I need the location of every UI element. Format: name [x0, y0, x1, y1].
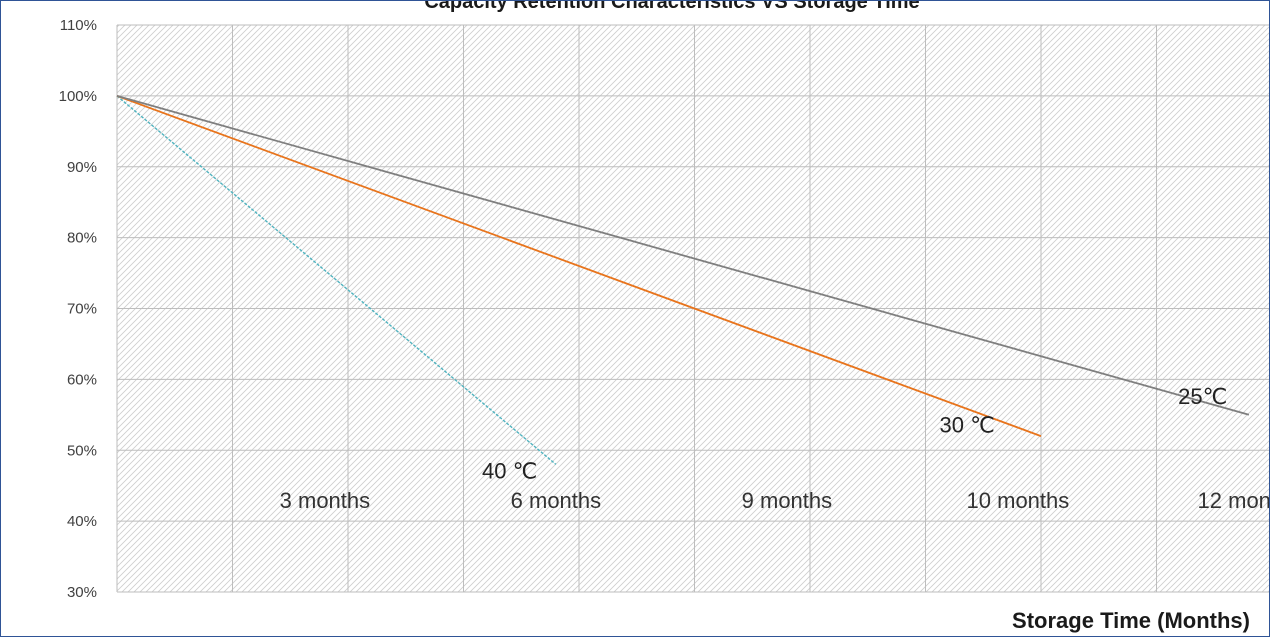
y-tick-label: 90%	[67, 159, 97, 176]
series-label: 40 ℃	[482, 459, 537, 484]
series-label: 25℃	[1178, 384, 1227, 409]
x-axis-label: Storage Time (Months)	[1012, 608, 1250, 633]
y-tick-label: 110%	[60, 17, 97, 34]
series-label: 30 ℃	[940, 413, 995, 438]
x-category-label: 6 months	[511, 488, 602, 513]
series-line	[116, 95, 557, 465]
x-category-label: 9 months	[742, 488, 833, 513]
y-tick-label: 30%	[67, 584, 97, 601]
y-tick-label: 70%	[67, 301, 97, 318]
x-category-labels: 3 months 6 months 9 months 10 months 12 mont…	[280, 488, 1270, 513]
series-labels: 40 ℃ 30 ℃ 25℃	[482, 384, 1227, 483]
series-lines	[116, 95, 1250, 465]
x-category-label: 10 months	[967, 488, 1070, 513]
series-line	[116, 95, 1042, 437]
y-axis-ticks: 30% 40% 50% 60% 70% 80% 90% 100% 110%	[59, 17, 97, 601]
x-category-label: 12 months	[1198, 488, 1270, 513]
y-tick-label: 40%	[67, 513, 97, 530]
y-tick-label: 50%	[67, 442, 97, 459]
y-tick-label: 100%	[59, 88, 97, 105]
series-line	[116, 95, 1250, 416]
y-tick-label: 80%	[67, 230, 97, 247]
y-tick-label: 60%	[67, 371, 97, 388]
x-category-label: 3 months	[280, 488, 371, 513]
chart-title: Capacity Retention Characteristics VS St…	[424, 0, 919, 13]
